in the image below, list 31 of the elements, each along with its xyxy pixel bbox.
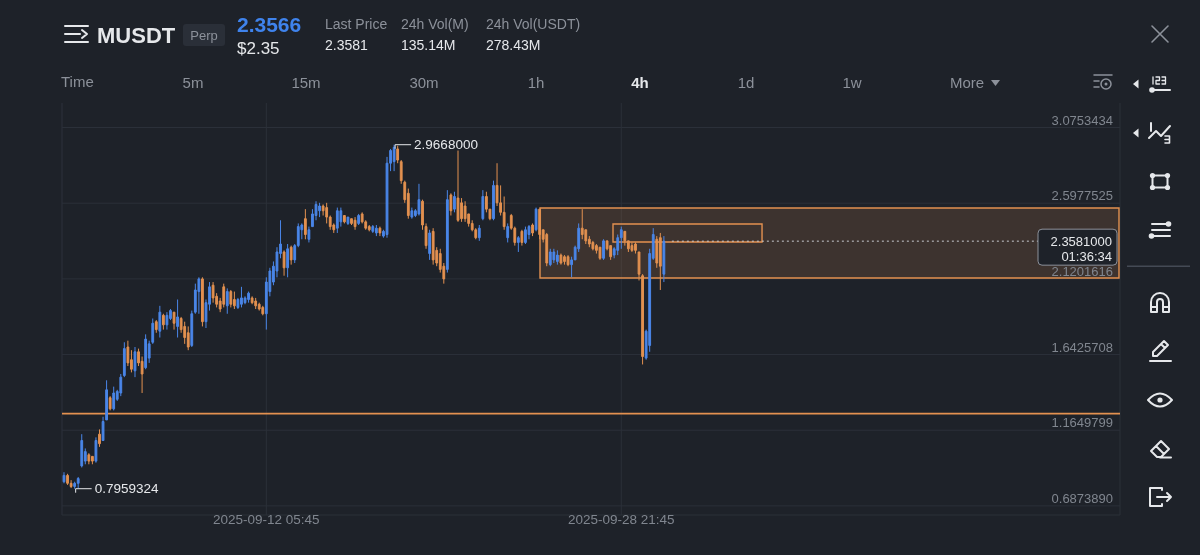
text: 2.3581 (325, 37, 369, 53)
text: 24h Vol(M) (401, 16, 469, 32)
text: 278.43M (486, 37, 541, 53)
text: More (949, 74, 985, 91)
text: 1w (842, 74, 862, 91)
text: 135.14M (401, 37, 456, 53)
x-tick-label: 2025-09-12 05:45 (213, 512, 320, 527)
text: 4h (631, 74, 649, 91)
text: 24h Vol(USDT) (486, 16, 581, 32)
y-tick-label: 1.1649799 (1051, 415, 1113, 431)
x-tick-label: 2025-09-28 21:45 (567, 512, 675, 527)
text: 15m (291, 74, 321, 91)
y-tick-label: 0.6873890 (1051, 490, 1113, 506)
annotation: 2.9668000 (414, 137, 478, 153)
annotation: 01:36:34 (1061, 249, 1112, 265)
text: 1h (527, 74, 545, 91)
text: Last Price (325, 16, 388, 32)
annotation: 0.7959324 (94, 481, 159, 497)
text: 30m (409, 74, 439, 91)
text: $2.35 (237, 39, 280, 58)
text: Perp (190, 27, 218, 43)
text: 2.3566 (237, 13, 302, 36)
text: 1d (737, 74, 755, 91)
text: 5m (182, 74, 204, 91)
chart-title: MUSDT (97, 23, 176, 48)
y-tick-label: 2.1201616 (1051, 263, 1113, 279)
y-tick-label: 3.0753434 (1051, 112, 1113, 128)
ref-line-label: 2.3581000 (1050, 233, 1112, 249)
y-tick-label: 2.5977525 (1051, 188, 1113, 204)
y-tick-label: 1.6425708 (1051, 339, 1113, 355)
text: Time (61, 73, 94, 90)
